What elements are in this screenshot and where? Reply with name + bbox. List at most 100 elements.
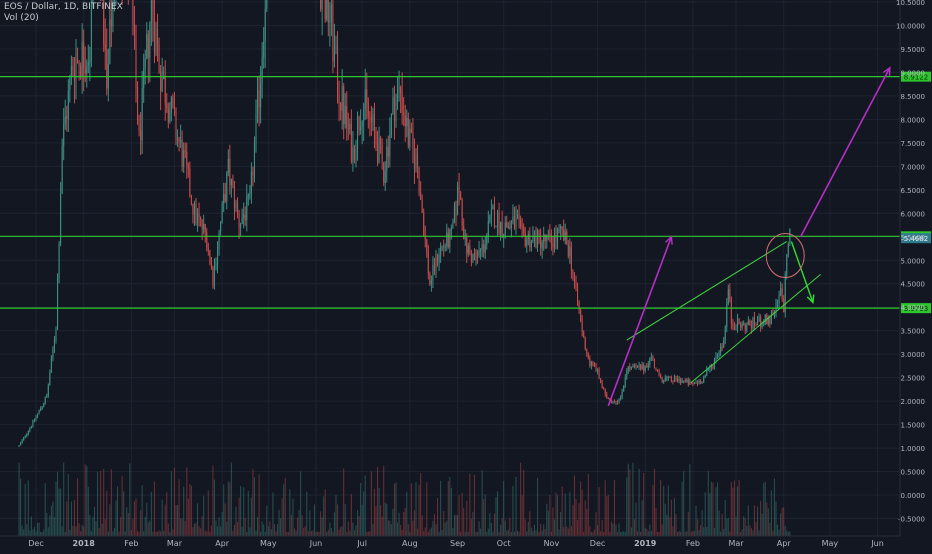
candle-body: [653, 358, 655, 368]
candle-body: [441, 246, 443, 248]
candle-body: [73, 70, 75, 81]
candle-body: [767, 318, 769, 325]
volume-bar: [538, 531, 540, 536]
volume-bar: [278, 509, 280, 536]
volume-bar: [700, 525, 702, 536]
candle-body: [763, 324, 765, 326]
candle-body: [466, 237, 468, 254]
volume-bar: [626, 477, 628, 536]
volume-bar: [67, 473, 69, 536]
volume-bar: [413, 510, 415, 536]
candle-body: [673, 376, 675, 382]
volume-bar: [372, 523, 374, 536]
volume-bar: [543, 524, 545, 536]
candle-body: [215, 264, 217, 267]
volume-bar: [473, 474, 475, 536]
volume-bar: [733, 480, 735, 536]
volume-bar: [649, 524, 651, 536]
candle-body: [81, 41, 83, 77]
candle-body: [63, 123, 65, 147]
y-tick-label: 7.5000: [901, 140, 926, 148]
y-tick-label: 8.5000: [901, 93, 926, 101]
volume-bar: [427, 531, 429, 536]
volume-bar: [241, 526, 243, 536]
candle-body: [192, 203, 194, 215]
candle-body: [477, 252, 479, 256]
volume-bar: [484, 494, 486, 536]
candle-body: [757, 321, 759, 326]
volume-bar: [395, 482, 397, 536]
volume-bar: [726, 518, 728, 536]
candle-body: [746, 324, 748, 330]
volume-bar: [453, 514, 455, 536]
volume-bar: [213, 479, 215, 536]
volume-bar: [18, 462, 20, 536]
volume-bar: [373, 488, 375, 536]
volume-bar: [47, 527, 49, 536]
volume-bar: [158, 530, 160, 536]
volume-bar: [470, 518, 472, 536]
volume-bar: [146, 502, 148, 536]
volume-bar: [481, 470, 483, 536]
candle-body: [213, 266, 215, 287]
x-tick-label: Jul: [356, 539, 367, 548]
candle-body: [453, 204, 455, 223]
volume-bar: [638, 469, 640, 536]
volume-bar: [32, 529, 34, 536]
candle-body: [57, 279, 59, 330]
volume-bar: [323, 496, 325, 536]
candle-body: [378, 137, 380, 163]
candle-body: [332, 4, 334, 62]
volume-bar: [324, 489, 326, 536]
volume-bar: [767, 508, 769, 536]
volume-bar: [492, 531, 494, 536]
volume-bar: [503, 480, 505, 536]
volume-bar: [603, 531, 605, 536]
candle-body: [144, 58, 146, 69]
volume-bar: [30, 516, 32, 536]
volume-bar: [27, 480, 29, 536]
volume-bar: [209, 531, 211, 536]
candle-body: [647, 364, 649, 368]
volume-bar: [706, 526, 708, 536]
candle-body: [473, 254, 475, 260]
candle-body: [732, 323, 734, 325]
candle-body: [553, 234, 555, 248]
candle-body: [643, 364, 645, 371]
candle-body: [633, 365, 635, 368]
candle-body: [415, 154, 417, 170]
volume-bar: [652, 484, 654, 536]
volume-bar: [421, 515, 423, 536]
candle-body: [630, 366, 632, 369]
candle-body: [404, 115, 406, 127]
candle-body: [229, 159, 231, 185]
volume-bar: [303, 527, 305, 536]
volume-bar: [132, 518, 134, 536]
volume-bar: [429, 529, 431, 536]
candle-body: [250, 171, 252, 194]
volume-bar: [515, 476, 517, 536]
y-tick-label: 6.0000: [901, 210, 926, 218]
candle-body: [430, 280, 432, 285]
volume-bar: [563, 527, 565, 536]
candle-body: [393, 97, 395, 122]
candle-body: [678, 378, 680, 382]
volume-bar: [266, 505, 268, 536]
volume-bar: [680, 531, 682, 536]
volume-bar: [632, 462, 634, 536]
volume-bar: [783, 507, 785, 536]
volume-bar: [343, 468, 345, 536]
volume-bar: [220, 526, 222, 536]
volume-bar: [435, 524, 437, 536]
volume-bar: [89, 514, 91, 536]
volume-bar: [695, 505, 697, 536]
volume-bar: [272, 492, 274, 536]
volume-bar: [440, 480, 442, 536]
candle-body: [66, 116, 68, 119]
volume-bar: [501, 518, 503, 536]
y-tick-label: 7.0000: [901, 163, 926, 171]
candle-body: [761, 325, 763, 327]
